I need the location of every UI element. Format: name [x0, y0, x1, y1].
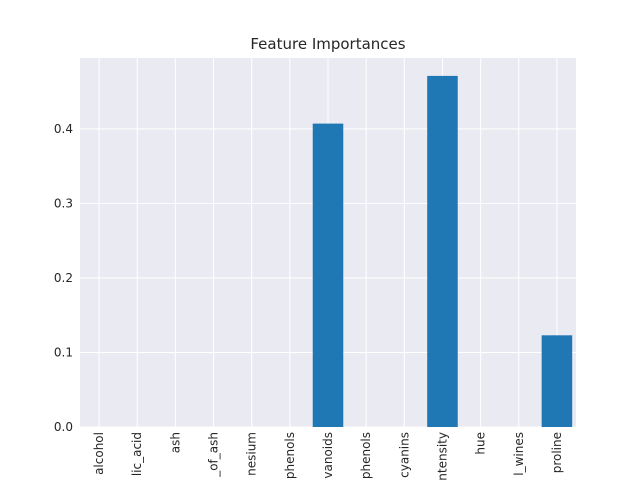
x-tick-label: l_wines [512, 432, 526, 476]
y-tick-label: 0.4 [54, 122, 73, 136]
x-tick-label: phenols [283, 432, 297, 479]
x-tick-label: phenols [359, 432, 373, 479]
bar-9 [427, 75, 458, 428]
x-tick-label: ash [168, 432, 182, 453]
x-tick-label: _of_ash [207, 432, 221, 478]
x-tick-label: vanoids [321, 432, 335, 479]
x-tick-label: cyanins [397, 432, 411, 478]
y-tick-label: 0.2 [54, 271, 73, 285]
y-tick-label: 0.1 [54, 345, 73, 359]
bars [312, 75, 573, 428]
bar-12 [541, 335, 573, 427]
x-tick-label: alcohol [92, 432, 106, 475]
y-tick-label: 0.3 [54, 196, 73, 210]
x-tick-label: lic_acid [130, 432, 144, 476]
bar-6 [312, 123, 344, 427]
y-tick-labels: 0.0 0.1 0.2 0.3 0.4 [54, 122, 73, 434]
x-tick-labels: alcohol lic_acid ash _of_ash nesium phenols va… [92, 432, 564, 480]
x-tick-label: nesium [245, 432, 259, 476]
y-tick-label: 0.0 [54, 420, 73, 434]
chart-title: Feature Importances [250, 35, 405, 53]
x-tick-label: proline [550, 432, 564, 473]
x-tick-label: hue [474, 432, 488, 455]
x-tick-label: ntensity [435, 432, 449, 480]
